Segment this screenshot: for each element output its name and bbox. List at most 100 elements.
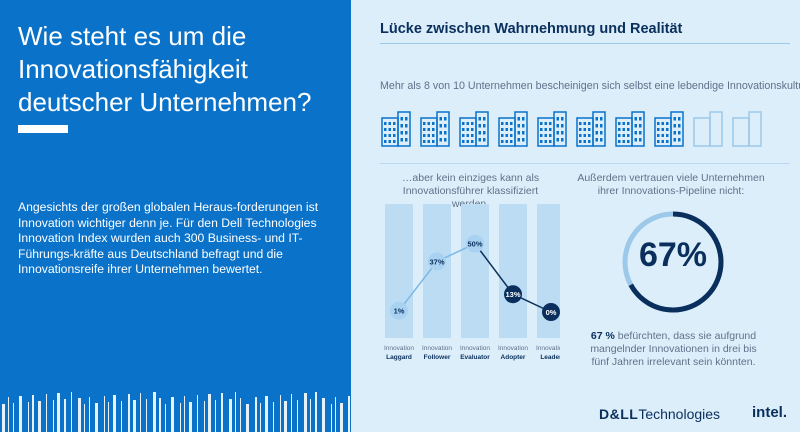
barcode-bar [229, 399, 232, 432]
category-label: Evaluator [460, 354, 490, 361]
barcode-bar [38, 401, 41, 432]
donut-value: 67% [638, 236, 708, 274]
barcode-bar [246, 404, 249, 432]
barcode-bar [310, 399, 311, 432]
chart-column [499, 204, 527, 338]
barcode-bar [315, 392, 317, 432]
barcode-bar [235, 392, 236, 432]
barcode-bar [104, 396, 105, 432]
chart-subhead: …aber kein einziges kann als Innovations… [401, 172, 540, 210]
data-point [428, 252, 446, 271]
barcode-bar [322, 398, 325, 432]
building-icon [420, 111, 450, 147]
barcode-bar [53, 400, 54, 432]
building-icon [537, 111, 567, 147]
barcode-bar [197, 395, 198, 432]
technologies-wordmark: Technologies [638, 406, 721, 422]
barcode-bar [171, 397, 174, 432]
barcode-bar [71, 392, 72, 432]
barcode-bar [255, 397, 257, 432]
building-icon [654, 111, 684, 147]
barcode-bar [113, 395, 116, 432]
series-line [398, 260, 438, 312]
barcode-bar [146, 399, 147, 432]
footnote-rest: befürchten, dass sie aufgrund mangelnder… [590, 330, 757, 368]
barcode-bar [32, 395, 34, 432]
dell-wordmark: D&LL [599, 406, 639, 422]
building-icon [732, 111, 762, 147]
category-label: Laggard [386, 354, 412, 361]
category-label: Adopter [501, 354, 526, 361]
data-point [504, 285, 522, 304]
barcode-bar [159, 398, 161, 432]
data-label: 13% [505, 290, 520, 299]
barcode-bar [133, 400, 136, 432]
barcode-bar [2, 404, 5, 432]
donut-subhead: Außerdem vertrauen viele Unternehmen ihr… [577, 172, 765, 197]
chart-column [461, 204, 489, 338]
intel-logo: intel. [752, 404, 788, 421]
barcode-bar [8, 397, 9, 432]
category-label: Innovation [422, 345, 452, 352]
barcode-bar [165, 404, 166, 432]
buildings-underline [380, 163, 790, 164]
barcode-bar [215, 400, 216, 432]
building-icon [498, 111, 528, 147]
data-point [390, 301, 408, 320]
donut-chart [622, 211, 724, 313]
building-icon [693, 111, 723, 147]
heading-divider [380, 43, 790, 44]
building-icon [381, 111, 411, 147]
barcode-bar [46, 394, 47, 432]
barcode-bar [180, 403, 181, 432]
barcode-bar [89, 397, 90, 432]
data-label: 1% [394, 307, 405, 316]
data-point [466, 234, 484, 253]
barcode-bar [260, 403, 261, 432]
dell-technologies-logo: D&LLTechnologies [599, 406, 720, 422]
barcode-bar [304, 393, 307, 432]
barcode-bar [297, 400, 298, 432]
data-label: 37% [429, 257, 444, 266]
barcode-bar [28, 402, 29, 432]
barcode-bar [78, 398, 81, 432]
barcode-bar [291, 394, 292, 432]
data-point [542, 303, 560, 321]
barcode-decoration [2, 392, 350, 432]
building-icon [576, 111, 606, 147]
barcode-bar [204, 401, 205, 432]
barcode-bar [240, 398, 241, 432]
barcode-bar [284, 401, 287, 432]
category-label: Innovation [498, 345, 528, 352]
chart-column [423, 204, 451, 338]
barcode-bar [340, 403, 343, 432]
title-underline [18, 125, 68, 133]
page-title: Wie steht es um die Innovationsfähigkeit… [18, 21, 312, 117]
building-icon [615, 111, 645, 147]
barcode-bar [19, 396, 22, 432]
barcode-bar [57, 393, 60, 432]
category-label: Innovation [460, 345, 490, 352]
left-panel: Wie steht es um die Innovationsfähigkeit… [0, 0, 351, 432]
lead-text: Mehr als 8 von 10 Unternehmen bescheinig… [380, 80, 800, 92]
building-icon [459, 111, 489, 147]
footnote-strong: 67 % [590, 330, 615, 342]
section-heading: Lücke zwischen Wahrnehmung und Realität [380, 21, 683, 37]
barcode-bar [84, 404, 85, 432]
category-label: Innovation [384, 345, 414, 352]
category-label: Innovation [536, 345, 560, 352]
barcode-bar [221, 393, 223, 432]
footnote: 67 % befürchten, dass sie aufgrund mange… [586, 330, 761, 369]
barcode-bar [153, 392, 156, 432]
barcode-bar [184, 396, 185, 432]
barcode-bar [95, 403, 98, 432]
barcode-bar [331, 404, 332, 432]
barcode-bar [265, 396, 268, 432]
barcode-bar [64, 399, 66, 432]
barcode-bar [108, 402, 109, 432]
barcode-bar [13, 403, 14, 432]
barcode-bar [348, 396, 350, 432]
barcode-bar [121, 401, 122, 432]
data-label: 50% [467, 240, 482, 249]
barcode-bar [140, 393, 141, 432]
